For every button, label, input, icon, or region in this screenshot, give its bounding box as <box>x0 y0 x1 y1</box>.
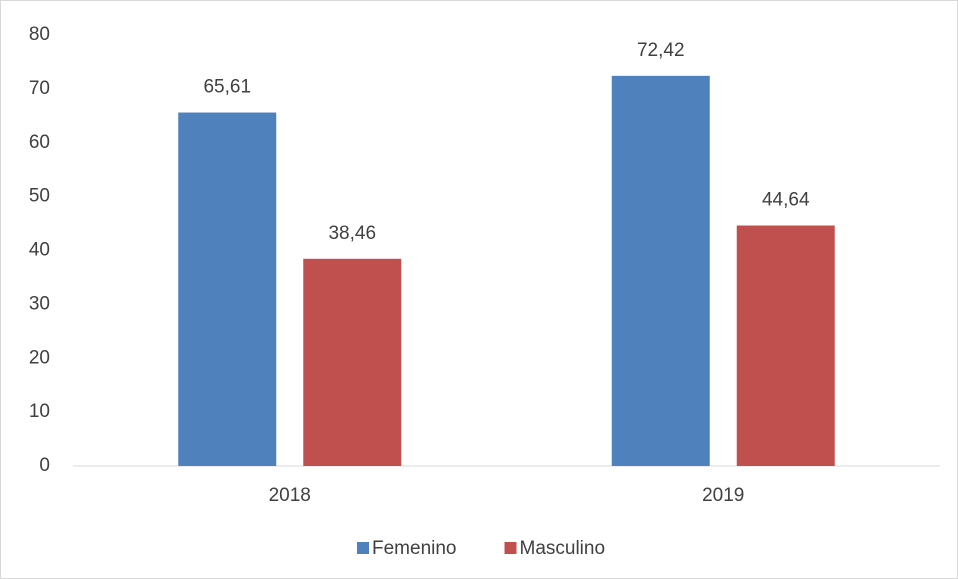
bar <box>611 75 710 466</box>
bar <box>736 225 835 466</box>
x-tick-label: 2018 <box>269 485 311 506</box>
legend-swatch <box>504 542 517 554</box>
y-tick-label: 80 <box>29 24 50 45</box>
data-label: 44,64 <box>762 190 810 211</box>
data-label: 65,61 <box>203 77 251 98</box>
bar <box>303 258 402 466</box>
legend-swatch <box>357 542 369 554</box>
y-tick-label: 70 <box>29 78 50 99</box>
y-tick-label: 10 <box>29 401 50 422</box>
legend-label: Femenino <box>372 538 457 559</box>
y-tick-label: 40 <box>29 240 50 261</box>
x-tick-label: 2019 <box>702 485 744 506</box>
y-tick-label: 0 <box>39 455 50 476</box>
y-tick-label: 50 <box>29 186 50 207</box>
bar <box>178 112 277 466</box>
data-label: 72,42 <box>637 40 685 61</box>
y-tick-label: 60 <box>29 132 50 153</box>
y-tick-label: 30 <box>29 293 50 314</box>
legend-label: Masculino <box>520 538 606 559</box>
data-label: 38,46 <box>328 223 376 244</box>
y-tick-label: 20 <box>29 347 50 368</box>
